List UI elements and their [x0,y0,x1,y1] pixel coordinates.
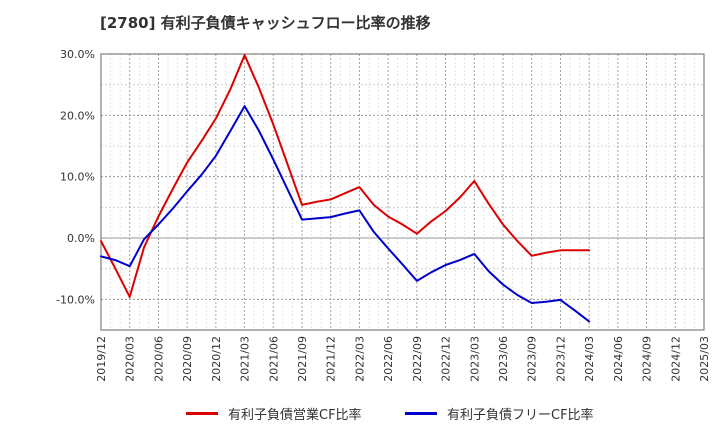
x-tick-label: 2024/03 [583,336,596,382]
chart-title: [2780] 有利子負債キャッシュフロー比率の推移 [100,14,431,32]
x-tick-label: 2021/03 [239,336,252,382]
x-tick-label: 2020/09 [181,336,194,382]
x-tick-label: 2022/12 [440,336,453,382]
x-tick-label: 2019/12 [95,336,108,382]
series-line-free-cf [100,105,591,323]
x-tick-label: 2020/06 [152,336,165,382]
series-layer [100,54,591,323]
legend-item-operating-cf: 有利子負債営業CF比率 [186,404,362,423]
y-tick-label: 30.0% [60,48,95,61]
x-tick-label: 2021/09 [296,336,309,382]
legend: 有利子負債営業CF比率 有利子負債フリーCF比率 [0,404,720,428]
plot-frame [100,53,705,331]
x-tick-label: 2022/09 [411,336,424,382]
x-tick-label: 2021/06 [267,336,280,382]
x-tick-label: 2021/12 [325,336,338,382]
x-tick-labels: 2019/12 2020/03 2020/06 2020/09 2020/12 2021/… [95,336,711,382]
y-tick-labels: -10.0% 0.0% 10.0% 20.0% 30.0% [56,48,95,306]
legend-label-operating-cf: 有利子負債営業CF比率 [228,408,362,423]
x-tick-label: 2023/03 [468,336,481,382]
y-tick-label: 0.0% [67,232,95,245]
y-tick-label: -10.0% [56,293,95,306]
grid-layer [100,53,705,331]
x-tick-label: 2020/12 [210,336,223,382]
legend-swatch-free-cf [405,412,437,415]
x-tick-label: 2022/03 [353,336,366,382]
legend-swatch-operating-cf [186,412,218,415]
x-tick-label: 2023/12 [554,336,567,382]
legend-item-free-cf: 有利子負債フリーCF比率 [405,404,594,423]
x-tick-label: 2023/06 [497,336,510,382]
x-tick-label: 2020/03 [124,336,137,382]
x-tick-label: 2024/12 [669,336,682,382]
x-tick-label: 2024/06 [612,336,625,382]
x-tick-label: 2023/09 [526,336,539,382]
x-tick-label: 2024/09 [641,336,654,382]
y-tick-label: 20.0% [60,109,95,122]
legend-label-free-cf: 有利子負債フリーCF比率 [447,408,594,423]
y-tick-label: 10.0% [60,171,95,184]
x-tick-label: 2022/06 [382,336,395,382]
x-tick-label: 2025/03 [698,336,711,382]
series-line-operating-cf [100,54,591,298]
